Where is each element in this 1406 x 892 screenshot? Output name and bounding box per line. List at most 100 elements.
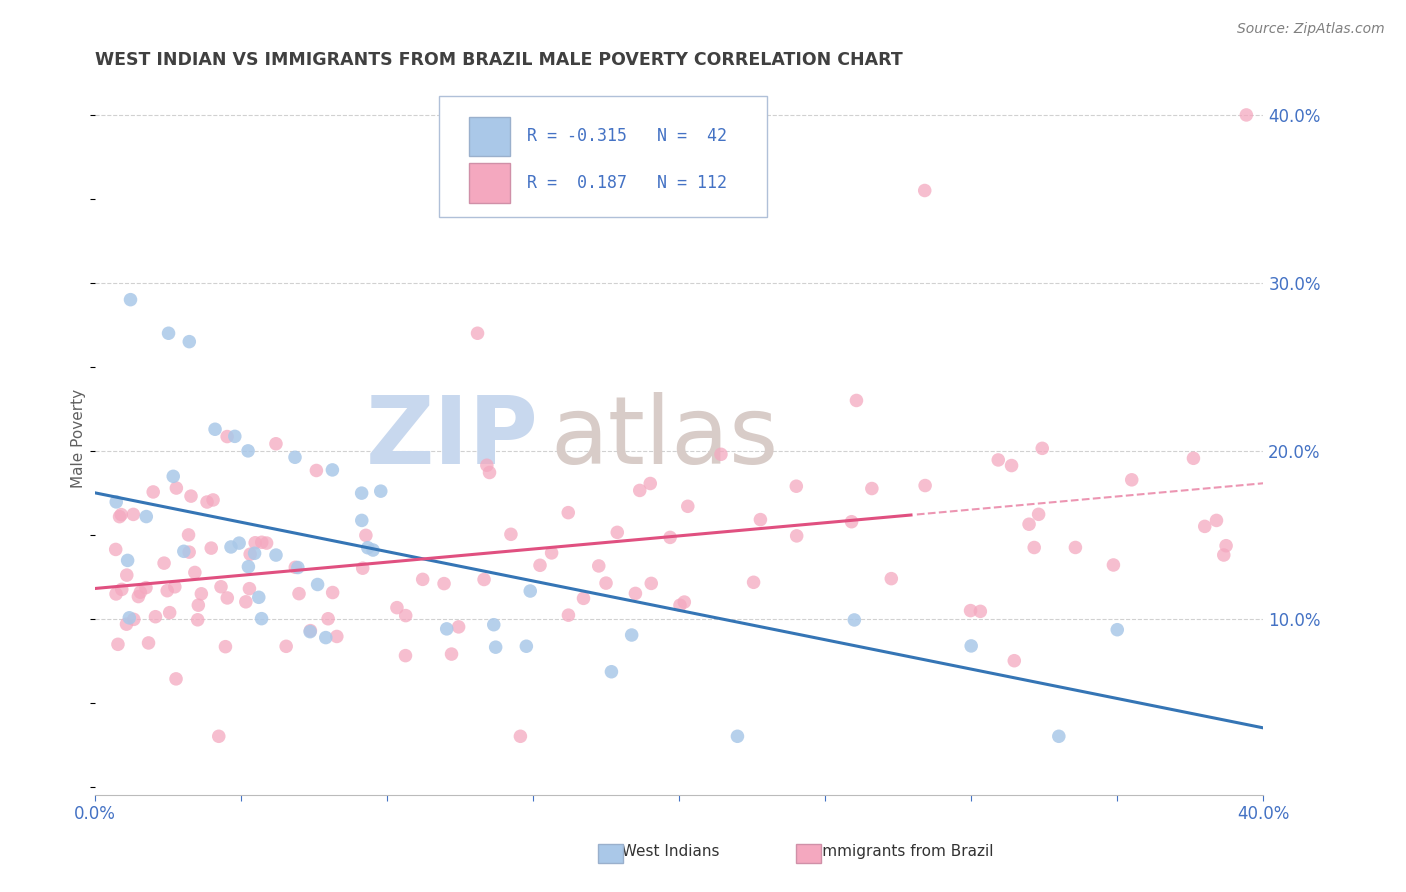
Point <box>108 509 131 524</box>
Point <box>659 530 682 544</box>
Point <box>472 573 495 587</box>
Point <box>217 429 239 443</box>
Point <box>135 581 157 595</box>
Point <box>1212 548 1234 562</box>
Point <box>841 515 863 529</box>
Point <box>115 617 138 632</box>
Point <box>1215 539 1237 553</box>
Point <box>1182 451 1205 466</box>
Point <box>184 566 207 580</box>
Point <box>256 536 278 550</box>
Point <box>357 541 380 555</box>
Point <box>588 558 610 573</box>
Point <box>122 612 145 626</box>
Point <box>914 478 936 492</box>
Point <box>515 639 537 653</box>
Point <box>595 576 617 591</box>
Point <box>145 609 167 624</box>
Point <box>385 600 408 615</box>
Point <box>110 508 132 522</box>
Point <box>540 546 562 560</box>
Point <box>624 586 647 600</box>
Point <box>238 559 260 574</box>
Point <box>1002 654 1025 668</box>
Text: West Indians: West Indians <box>612 845 718 859</box>
Point <box>485 640 508 655</box>
Point <box>162 469 184 483</box>
Point <box>264 436 287 450</box>
Point <box>284 560 307 574</box>
Point <box>224 429 246 443</box>
Point <box>204 422 226 436</box>
Point <box>519 584 541 599</box>
Point <box>153 556 176 570</box>
Point <box>179 334 201 349</box>
Point <box>433 576 456 591</box>
Point <box>529 558 551 573</box>
Point <box>742 575 765 590</box>
Point <box>710 447 733 461</box>
Point <box>122 508 145 522</box>
Point <box>628 483 651 498</box>
Point <box>177 528 200 542</box>
Point <box>111 582 134 597</box>
Point <box>1000 458 1022 473</box>
Point <box>606 525 628 540</box>
Point <box>880 572 903 586</box>
Point <box>239 547 262 561</box>
Point <box>395 608 418 623</box>
Point <box>105 587 128 601</box>
Point <box>307 577 329 591</box>
Point <box>129 585 152 599</box>
Point <box>179 545 201 559</box>
Point <box>557 608 579 623</box>
Point <box>1102 558 1125 572</box>
Point <box>845 393 868 408</box>
Point <box>238 582 260 596</box>
Point <box>440 647 463 661</box>
Point <box>1194 519 1216 533</box>
Point <box>557 506 579 520</box>
FancyBboxPatch shape <box>440 95 766 217</box>
Point <box>250 535 273 549</box>
Point <box>236 443 259 458</box>
Point <box>187 598 209 612</box>
Point <box>228 536 250 550</box>
Point <box>412 573 434 587</box>
Point <box>118 611 141 625</box>
Point <box>202 492 225 507</box>
Point <box>786 529 808 543</box>
Point <box>165 672 187 686</box>
Point <box>200 541 222 555</box>
Point <box>316 612 339 626</box>
Point <box>673 595 696 609</box>
Text: Immigrants from Brazil: Immigrants from Brazil <box>808 845 994 859</box>
Point <box>600 665 623 679</box>
Point <box>1024 541 1046 555</box>
Point <box>250 612 273 626</box>
Point <box>287 560 309 574</box>
Point <box>436 622 458 636</box>
Point <box>1031 442 1053 456</box>
Point <box>509 729 531 743</box>
FancyBboxPatch shape <box>468 117 509 156</box>
Point <box>499 527 522 541</box>
Point <box>135 509 157 524</box>
Point <box>394 648 416 663</box>
Point <box>107 637 129 651</box>
Point <box>1121 473 1143 487</box>
Point <box>305 463 328 477</box>
Point <box>669 598 692 612</box>
Point <box>361 543 384 558</box>
Point <box>322 585 344 599</box>
Point <box>350 513 373 527</box>
Point <box>115 568 138 582</box>
Point <box>127 590 149 604</box>
Point <box>235 595 257 609</box>
Point <box>284 450 307 465</box>
Point <box>370 484 392 499</box>
Point <box>620 628 643 642</box>
Text: R =  0.187   N = 112: R = 0.187 N = 112 <box>527 175 727 193</box>
Point <box>209 580 232 594</box>
Point <box>208 729 231 743</box>
